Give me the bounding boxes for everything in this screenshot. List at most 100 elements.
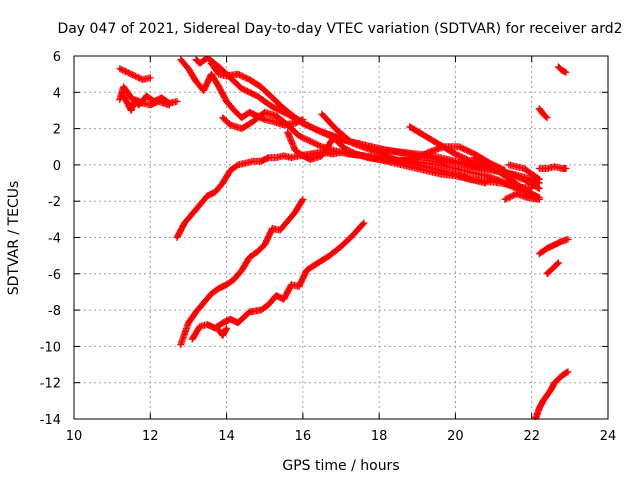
data-point (286, 220, 289, 223)
data-point (553, 381, 556, 384)
data-point (454, 167, 457, 170)
data-point (271, 120, 274, 123)
data-point (259, 160, 263, 163)
y-tick-label: -12 (40, 377, 61, 392)
data-point (526, 196, 530, 199)
data-point (366, 147, 369, 150)
data-point (194, 310, 198, 314)
data-point (130, 73, 133, 76)
data-point (309, 152, 312, 156)
y-tick-label: 6 (53, 50, 61, 65)
data-point (286, 123, 289, 127)
data-point (221, 116, 224, 119)
data-point (255, 250, 259, 254)
data-point (187, 321, 190, 324)
data-point (530, 178, 533, 181)
y-tick-label: -4 (48, 232, 61, 247)
data-point (301, 198, 305, 201)
data-point (431, 154, 434, 157)
data-point (522, 178, 526, 181)
data-point (194, 80, 198, 83)
data-point (248, 310, 251, 314)
data-point (271, 105, 274, 109)
data-point (316, 261, 320, 265)
x-tick-label: 16 (295, 429, 312, 444)
data-point (294, 122, 297, 125)
data-point (351, 141, 354, 145)
y-axis-label: SDTVAR / TECUs (6, 181, 22, 296)
data-point (240, 116, 243, 119)
data-point (454, 152, 457, 156)
x-axis-label: GPS time / hours (282, 458, 399, 474)
series-track-22 (188, 219, 368, 343)
data-point (248, 78, 251, 81)
data-point (320, 154, 324, 157)
x-tick-label: 14 (218, 429, 235, 444)
data-point (225, 327, 228, 330)
data-point (225, 100, 228, 103)
data-point (549, 269, 552, 272)
data-markers (116, 56, 572, 421)
data-point (538, 181, 541, 185)
data-point (320, 112, 324, 116)
data-point (545, 247, 549, 250)
data-point (217, 85, 221, 89)
data-point (538, 167, 541, 170)
data-point (282, 154, 285, 157)
data-point (179, 343, 182, 346)
data-point (385, 149, 388, 152)
series-track-9 (284, 128, 490, 187)
data-point (362, 221, 366, 225)
data-point (542, 399, 545, 403)
series-track-21 (177, 195, 307, 349)
data-point (564, 167, 568, 170)
data-point (263, 118, 266, 121)
y-tick-label: -2 (48, 195, 61, 210)
data-point (408, 125, 411, 128)
data-point (561, 167, 564, 170)
data-point (217, 328, 221, 332)
data-point (133, 98, 137, 101)
data-point (240, 127, 243, 130)
data-point (210, 292, 213, 295)
data-point (549, 388, 552, 392)
data-point (305, 269, 308, 272)
data-point (229, 318, 232, 321)
data-point (522, 167, 526, 170)
data-point (343, 147, 346, 150)
data-point (538, 252, 541, 255)
data-point (553, 165, 556, 168)
data-point (175, 236, 179, 239)
data-point (538, 187, 541, 190)
data-point (294, 149, 297, 152)
y-tick-label: -10 (40, 340, 61, 355)
data-point (156, 100, 160, 103)
data-point (530, 172, 533, 176)
data-point (225, 283, 228, 286)
data-point (484, 181, 488, 185)
data-point (290, 283, 293, 286)
data-point (297, 285, 301, 288)
data-point (282, 298, 285, 301)
data-point (202, 89, 205, 92)
data-point (461, 161, 465, 165)
data-point (233, 109, 236, 112)
data-point (469, 160, 472, 163)
data-point (290, 156, 293, 159)
data-point (275, 294, 278, 297)
data-point (301, 154, 305, 157)
series-track-13 (505, 161, 543, 183)
series-track-18 (535, 235, 572, 258)
data-point (259, 308, 263, 312)
series-track-12 (471, 154, 539, 202)
y-tick-label: -6 (48, 268, 61, 283)
data-point (198, 62, 202, 65)
data-point (500, 181, 503, 185)
data-point (519, 185, 522, 188)
data-point (275, 156, 278, 159)
data-point (439, 143, 442, 147)
data-point (217, 65, 221, 69)
data-point (561, 374, 564, 377)
data-point (439, 163, 442, 167)
